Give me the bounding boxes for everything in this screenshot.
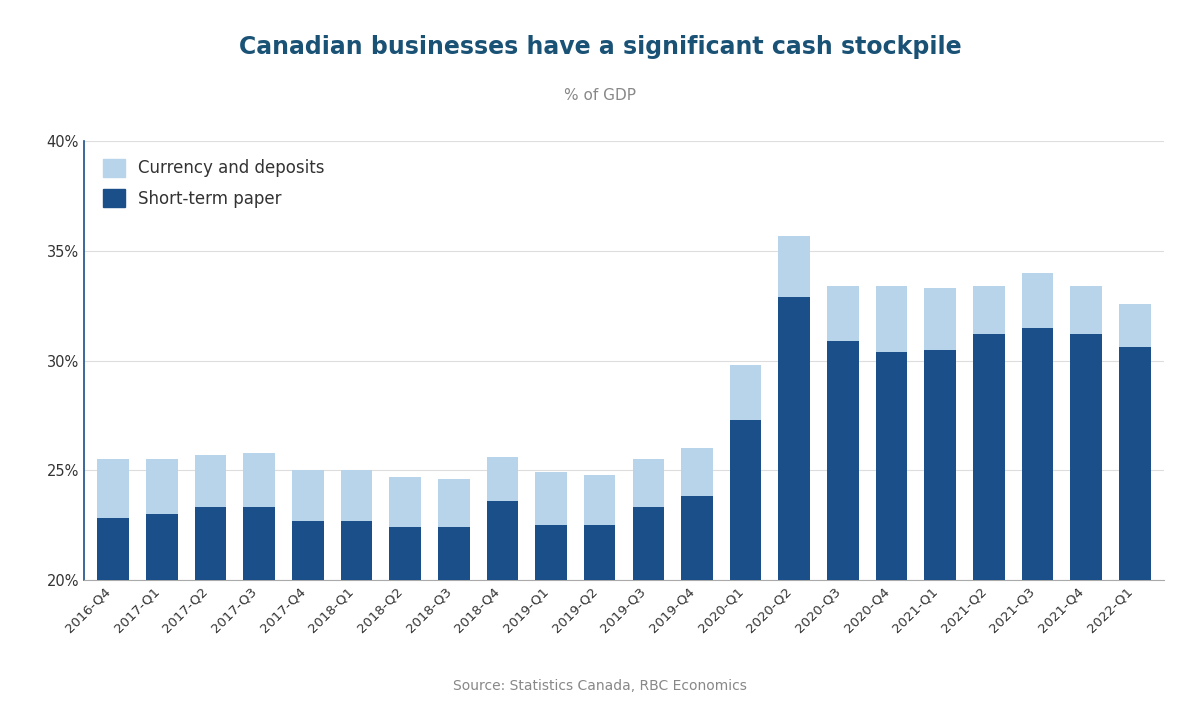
Bar — [1021, 328, 1054, 580]
Text: % of GDP: % of GDP — [564, 88, 636, 103]
Bar — [779, 235, 810, 297]
Bar — [194, 508, 227, 580]
Bar — [876, 286, 907, 352]
Bar — [682, 496, 713, 580]
Bar — [97, 460, 130, 518]
Bar — [292, 470, 324, 520]
Bar — [876, 352, 907, 580]
Bar — [146, 460, 178, 514]
Bar — [973, 334, 1004, 580]
Bar — [827, 286, 859, 341]
Bar — [632, 508, 664, 580]
Bar — [1118, 303, 1151, 347]
Bar — [1118, 347, 1151, 580]
Bar — [584, 474, 616, 525]
Bar — [486, 501, 518, 580]
Bar — [584, 525, 616, 580]
Bar — [341, 520, 372, 580]
Bar — [292, 520, 324, 580]
Bar — [389, 477, 421, 527]
Bar — [146, 514, 178, 580]
Text: Source: Statistics Canada, RBC Economics: Source: Statistics Canada, RBC Economics — [454, 679, 746, 693]
Bar — [973, 286, 1004, 334]
Bar — [779, 297, 810, 580]
Bar — [389, 527, 421, 580]
Bar — [535, 525, 566, 580]
Bar — [535, 472, 566, 525]
Bar — [194, 455, 227, 508]
Bar — [1021, 273, 1054, 327]
Bar — [97, 518, 130, 580]
Bar — [682, 448, 713, 496]
Bar — [1070, 334, 1102, 580]
Bar — [341, 470, 372, 520]
Bar — [924, 349, 956, 580]
Text: Canadian businesses have a significant cash stockpile: Canadian businesses have a significant c… — [239, 35, 961, 59]
Bar — [924, 288, 956, 349]
Bar — [730, 365, 762, 420]
Bar — [730, 420, 762, 580]
Bar — [438, 527, 469, 580]
Legend: Currency and deposits, Short-term paper: Currency and deposits, Short-term paper — [103, 158, 325, 207]
Bar — [1070, 286, 1102, 334]
Bar — [827, 341, 859, 580]
Bar — [244, 452, 275, 508]
Bar — [438, 479, 469, 527]
Bar — [486, 457, 518, 501]
Bar — [632, 460, 664, 508]
Bar — [244, 508, 275, 580]
